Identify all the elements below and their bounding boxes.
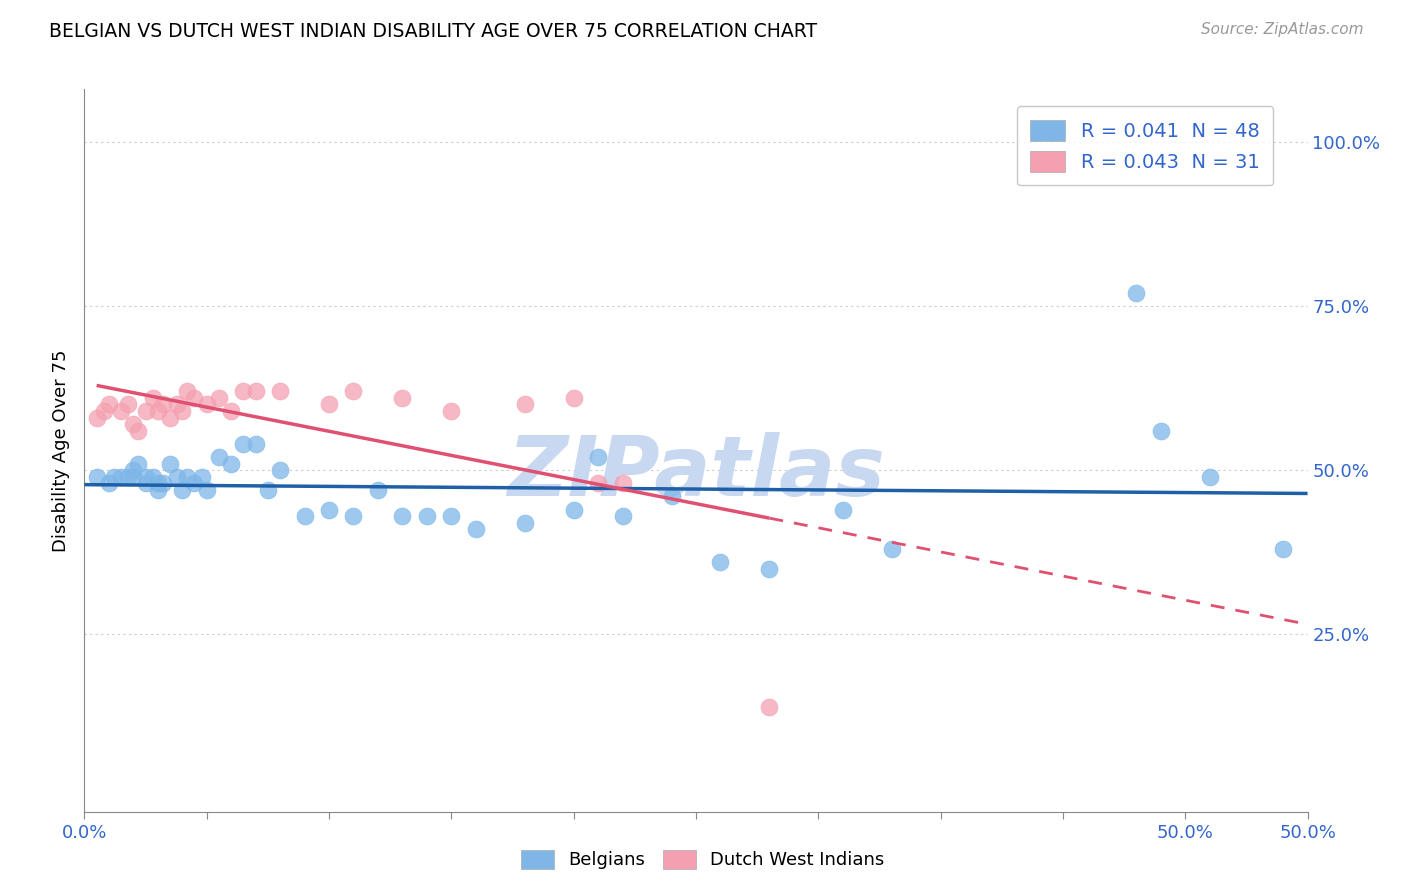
Point — [146, 483, 169, 497]
Point — [294, 509, 316, 524]
Point — [440, 509, 463, 524]
Point — [318, 397, 340, 411]
Point — [146, 404, 169, 418]
Point — [122, 469, 145, 483]
Point — [208, 450, 231, 464]
Point — [166, 469, 188, 483]
Point — [586, 450, 609, 464]
Point — [1150, 424, 1173, 438]
Text: ZIPatlas: ZIPatlas — [508, 432, 884, 513]
Point — [232, 437, 254, 451]
Point — [86, 410, 108, 425]
Point — [758, 562, 780, 576]
Y-axis label: Disability Age Over 75: Disability Age Over 75 — [52, 349, 70, 552]
Point — [159, 457, 181, 471]
Point — [117, 469, 139, 483]
Point — [172, 483, 194, 497]
Point — [146, 476, 169, 491]
Point — [142, 391, 165, 405]
Point — [97, 397, 120, 411]
Point — [176, 469, 198, 483]
Point — [219, 404, 242, 418]
Point — [367, 483, 389, 497]
Point — [93, 404, 115, 418]
Point — [831, 502, 853, 516]
Point — [562, 391, 585, 405]
Point — [318, 502, 340, 516]
Point — [513, 516, 536, 530]
Point — [208, 391, 231, 405]
Point — [122, 417, 145, 432]
Point — [1198, 469, 1220, 483]
Point — [513, 397, 536, 411]
Point — [269, 384, 291, 399]
Point — [166, 397, 188, 411]
Point — [245, 437, 267, 451]
Point — [586, 476, 609, 491]
Point — [464, 522, 486, 536]
Point — [391, 391, 413, 405]
Point — [159, 410, 181, 425]
Point — [709, 555, 731, 569]
Point — [183, 476, 205, 491]
Point — [135, 469, 157, 483]
Point — [172, 404, 194, 418]
Point — [612, 476, 634, 491]
Point — [195, 397, 218, 411]
Point — [195, 483, 218, 497]
Point — [86, 469, 108, 483]
Point — [880, 541, 903, 556]
Point — [232, 384, 254, 399]
Text: Source: ZipAtlas.com: Source: ZipAtlas.com — [1201, 22, 1364, 37]
Point — [661, 490, 683, 504]
Point — [117, 397, 139, 411]
Point — [219, 457, 242, 471]
Point — [191, 469, 214, 483]
Point — [758, 699, 780, 714]
Point — [562, 502, 585, 516]
Point — [110, 469, 132, 483]
Point — [152, 476, 174, 491]
Point — [245, 384, 267, 399]
Point — [127, 457, 149, 471]
Point — [342, 509, 364, 524]
Point — [183, 391, 205, 405]
Point — [391, 509, 413, 524]
Point — [110, 404, 132, 418]
Legend: R = 0.041  N = 48, R = 0.043  N = 31: R = 0.041 N = 48, R = 0.043 N = 31 — [1017, 106, 1274, 186]
Point — [142, 469, 165, 483]
Point — [269, 463, 291, 477]
Text: BELGIAN VS DUTCH WEST INDIAN DISABILITY AGE OVER 75 CORRELATION CHART: BELGIAN VS DUTCH WEST INDIAN DISABILITY … — [49, 22, 817, 41]
Point — [1125, 285, 1147, 300]
Point — [416, 509, 439, 524]
Point — [127, 424, 149, 438]
Point — [440, 404, 463, 418]
Point — [1272, 541, 1295, 556]
Point — [342, 384, 364, 399]
Point — [135, 404, 157, 418]
Point — [257, 483, 280, 497]
Point — [176, 384, 198, 399]
Point — [97, 476, 120, 491]
Point — [103, 469, 125, 483]
Point — [135, 476, 157, 491]
Point — [152, 397, 174, 411]
Legend: Belgians, Dutch West Indians: Belgians, Dutch West Indians — [512, 840, 894, 879]
Point — [612, 509, 634, 524]
Point — [122, 463, 145, 477]
